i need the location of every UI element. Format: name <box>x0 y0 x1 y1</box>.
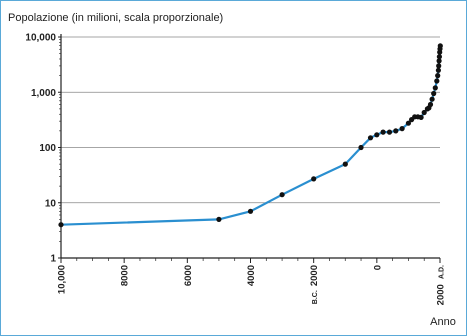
x-tick-label: 6000 <box>183 265 194 286</box>
data-point <box>437 43 443 49</box>
x-tick-group: 10,000 <box>57 265 68 294</box>
data-point <box>342 161 348 167</box>
data-point <box>436 58 442 64</box>
data-point <box>279 192 285 198</box>
x-tick-label: 4000 <box>246 265 257 286</box>
grid-lines <box>61 36 440 259</box>
x-tick-label: 0 <box>372 265 383 270</box>
data-point <box>405 120 411 126</box>
x-axis-title: Anno <box>430 316 456 328</box>
x-tick-label: 10,000 <box>57 265 68 294</box>
data-point <box>358 144 364 151</box>
axes <box>58 34 441 263</box>
data-point <box>435 73 441 79</box>
x-tick-suffix: B.C. <box>312 290 319 304</box>
x-tick-group: 2000 B.C. <box>309 265 320 304</box>
data-point <box>393 128 399 134</box>
data-point <box>58 222 64 228</box>
population-series-line <box>60 45 442 226</box>
x-tick-group: 8000 <box>120 265 131 286</box>
data-point <box>247 208 254 214</box>
x-tick-label: 2000 <box>309 265 320 286</box>
x-tick-labels: 10,000 8000 6000 4000 2000 B.C. 0 A.D. 2000 <box>57 265 447 305</box>
data-point <box>429 96 435 102</box>
data-point <box>421 109 427 116</box>
y-tick-label: 100 <box>39 143 56 154</box>
data-point <box>399 126 405 132</box>
data-point <box>386 129 393 135</box>
data-point <box>311 176 317 182</box>
y-tick-label: 1,000 <box>31 88 56 99</box>
data-point <box>436 63 442 69</box>
data-point <box>367 135 374 141</box>
y-tick-label: 10,000 <box>25 33 56 44</box>
data-point <box>435 67 441 73</box>
x-tick-label: 8000 <box>120 265 131 286</box>
data-point <box>418 114 424 120</box>
data-point <box>436 54 442 60</box>
data-point <box>374 132 380 138</box>
data-point <box>434 78 440 84</box>
y-tick-label: 10 <box>45 198 57 209</box>
y-axis-title: Popolazione (in milioni, scala proporzio… <box>8 12 223 24</box>
data-point <box>431 90 437 97</box>
x-tick-prefix: A.D. <box>439 265 446 279</box>
data-point <box>432 85 438 91</box>
x-tick-group: 0 <box>372 265 383 270</box>
y-tick-label: 1 <box>50 254 56 265</box>
data-points <box>58 43 443 228</box>
data-point <box>427 101 434 108</box>
data-point <box>216 216 222 222</box>
x-tick-group: 4000 <box>246 265 257 286</box>
x-tick-group: A.D. 2000 <box>436 265 447 305</box>
data-point <box>380 129 386 135</box>
x-tick-label: 2000 <box>436 284 447 305</box>
y-tick-labels: 1 10 100 1,000 10,000 <box>25 33 56 265</box>
x-tick-group: 6000 <box>183 265 194 286</box>
